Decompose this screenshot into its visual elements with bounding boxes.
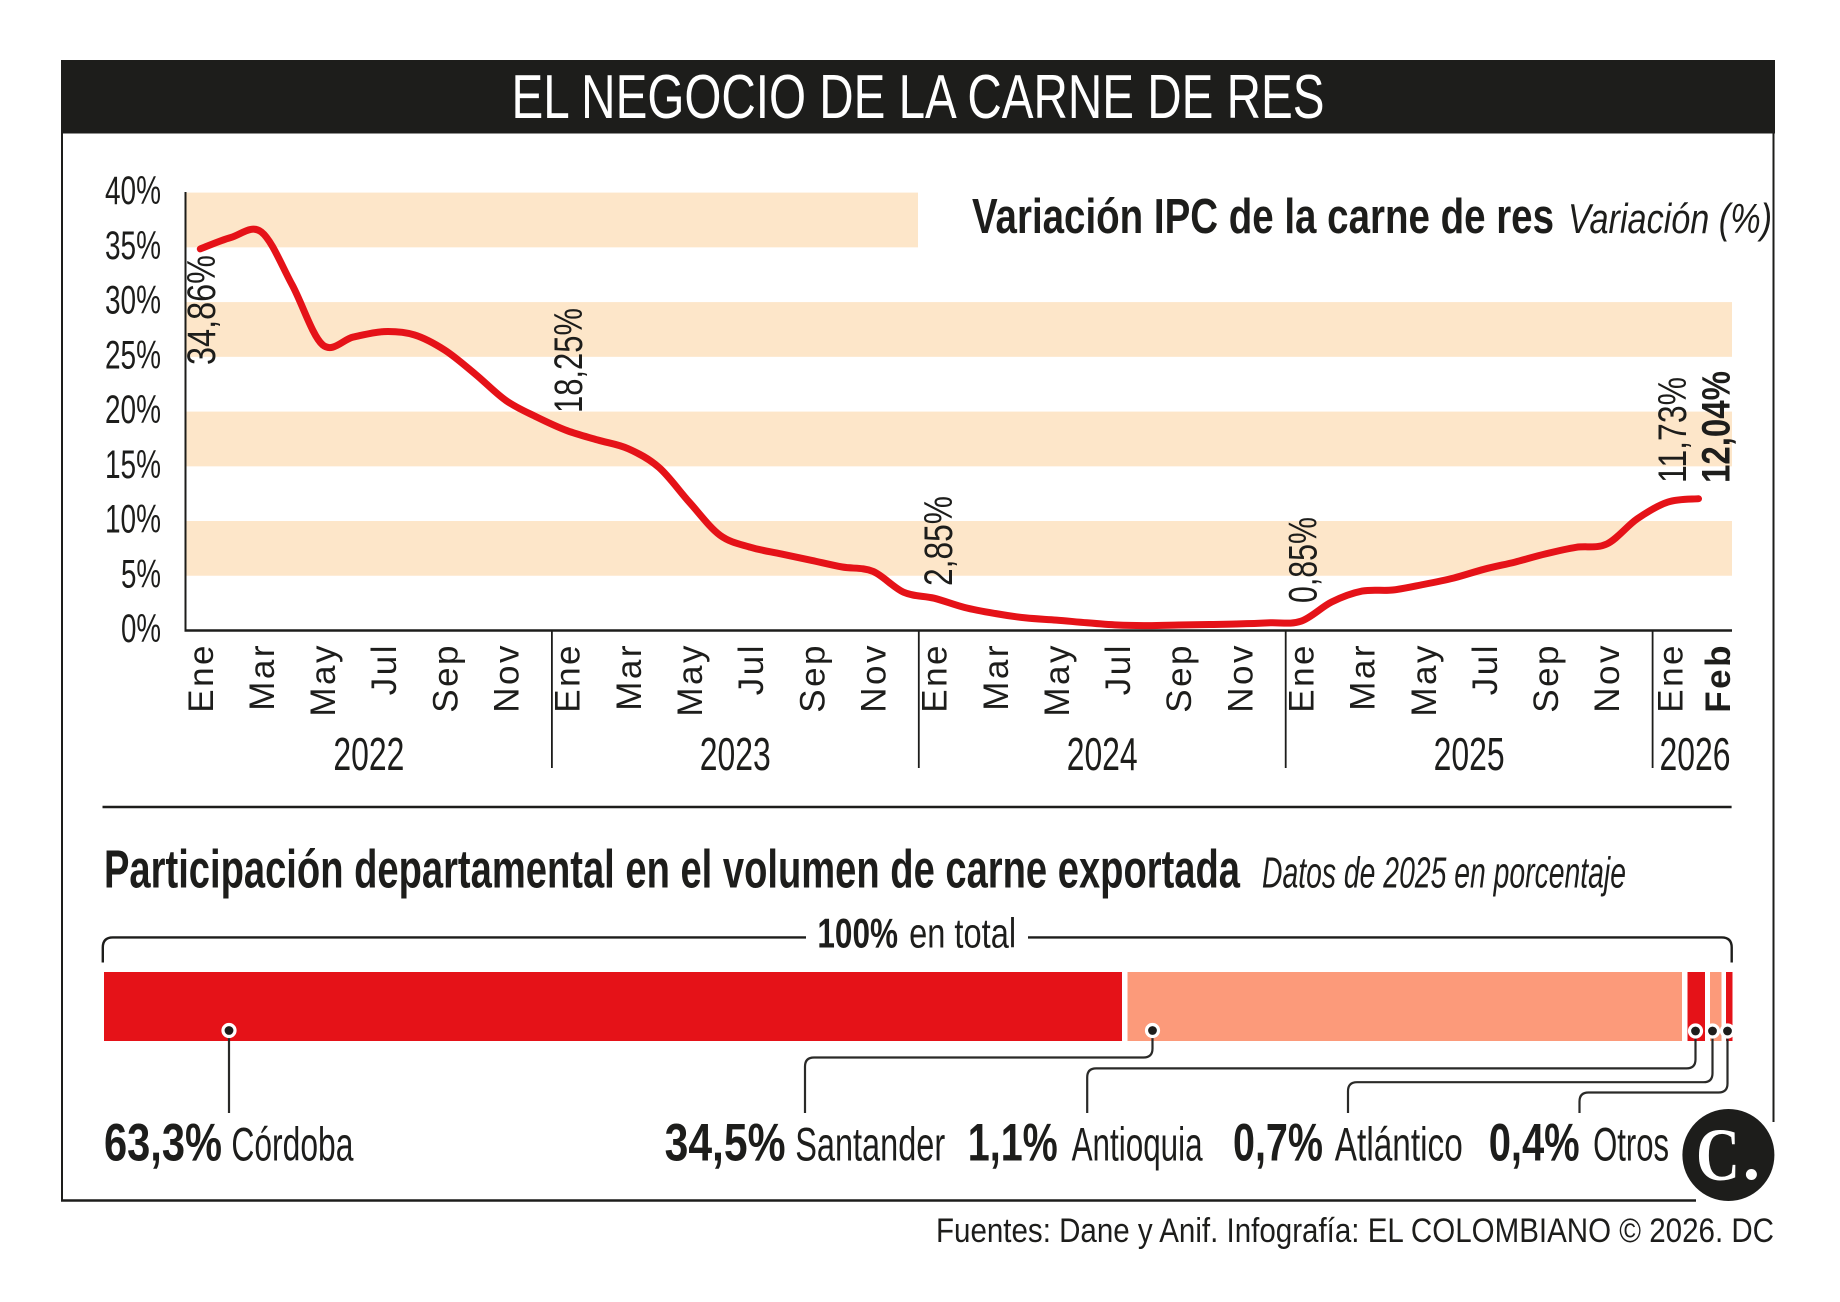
svg-text:EL NEGOCIO DE LA CARNE DE RES: EL NEGOCIO DE LA CARNE DE RES xyxy=(512,63,1325,132)
svg-text:30%: 30% xyxy=(105,279,161,323)
svg-text:2022: 2022 xyxy=(333,728,404,780)
svg-text:Nov: Nov xyxy=(1221,643,1260,713)
svg-text:2026: 2026 xyxy=(1660,728,1731,780)
svg-text:2024: 2024 xyxy=(1067,728,1138,780)
svg-text:18,25%: 18,25% xyxy=(547,308,591,413)
svg-text:May: May xyxy=(671,643,710,717)
svg-text:2,85%: 2,85% xyxy=(917,496,961,586)
svg-text:1,1%: 1,1% xyxy=(968,1114,1058,1173)
svg-text:11,73%: 11,73% xyxy=(1651,377,1695,483)
svg-text:Ene: Ene xyxy=(549,643,588,713)
svg-text:Nov: Nov xyxy=(488,643,527,713)
svg-text:0,85%: 0,85% xyxy=(1282,517,1326,603)
svg-text:Ene: Ene xyxy=(916,643,955,713)
svg-text:Antioquia: Antioquia xyxy=(1072,1118,1204,1171)
svg-text:en total: en total xyxy=(909,910,1016,957)
svg-text:Santander: Santander xyxy=(795,1118,945,1171)
svg-text:0%: 0% xyxy=(121,607,161,651)
svg-text:40%: 40% xyxy=(105,169,161,213)
svg-text:Feb: Feb xyxy=(1699,643,1738,713)
svg-text:Variación IPC de la carne de r: Variación IPC de la carne de res xyxy=(972,190,1554,244)
svg-text:Sep: Sep xyxy=(1527,643,1566,713)
svg-text:35%: 35% xyxy=(105,224,161,268)
svg-text:Ene: Ene xyxy=(1652,643,1691,713)
svg-text:Otros: Otros xyxy=(1593,1118,1669,1171)
svg-text:63,3%: 63,3% xyxy=(104,1114,222,1173)
svg-text:34,5%: 34,5% xyxy=(665,1114,786,1173)
svg-text:100%: 100% xyxy=(817,910,898,957)
svg-text:Ene: Ene xyxy=(182,643,221,713)
svg-text:Jul: Jul xyxy=(1466,643,1505,695)
svg-text:15%: 15% xyxy=(105,443,161,487)
svg-text:Mar: Mar xyxy=(977,643,1016,711)
svg-text:5%: 5% xyxy=(121,552,161,596)
svg-text:Jul: Jul xyxy=(732,643,771,695)
svg-text:34,86%: 34,86% xyxy=(180,255,224,365)
svg-text:Nov: Nov xyxy=(855,643,894,713)
svg-text:0,4%: 0,4% xyxy=(1489,1114,1580,1173)
svg-text:Sep: Sep xyxy=(1160,643,1199,713)
svg-text:Fuentes: Dane y Anif. Infograf: Fuentes: Dane y Anif. Infografía: EL COL… xyxy=(936,1212,1774,1250)
svg-text:Mar: Mar xyxy=(1344,643,1383,711)
svg-text:Atlántico: Atlántico xyxy=(1335,1118,1463,1171)
svg-text:May: May xyxy=(304,643,343,717)
svg-text:0,7%: 0,7% xyxy=(1233,1114,1323,1173)
svg-text:May: May xyxy=(1038,643,1077,717)
svg-text:25%: 25% xyxy=(105,333,161,377)
svg-text:Sep: Sep xyxy=(793,643,832,713)
svg-text:20%: 20% xyxy=(105,388,161,432)
svg-text:Jul: Jul xyxy=(365,643,404,695)
svg-text:Córdoba: Córdoba xyxy=(231,1118,354,1171)
svg-text:10%: 10% xyxy=(105,498,161,542)
svg-text:Mar: Mar xyxy=(243,643,282,711)
svg-text:Datos de 2025 en porcentaje: Datos de 2025 en porcentaje xyxy=(1262,849,1626,898)
svg-text:Ene: Ene xyxy=(1283,643,1322,713)
svg-text:Jul: Jul xyxy=(1099,643,1138,695)
svg-text:Nov: Nov xyxy=(1588,643,1627,713)
svg-text:May: May xyxy=(1405,643,1444,717)
svg-text:Variación (%): Variación (%) xyxy=(1568,195,1772,242)
svg-text:2023: 2023 xyxy=(700,728,771,780)
svg-text:12,04%: 12,04% xyxy=(1695,371,1739,483)
svg-text:Participación departamental en: Participación departamental en el volume… xyxy=(104,840,1241,900)
svg-text:Sep: Sep xyxy=(426,643,465,713)
svg-text:Mar: Mar xyxy=(610,643,649,711)
svg-text:2025: 2025 xyxy=(1434,728,1505,780)
svg-text:C: C xyxy=(1696,1114,1740,1197)
